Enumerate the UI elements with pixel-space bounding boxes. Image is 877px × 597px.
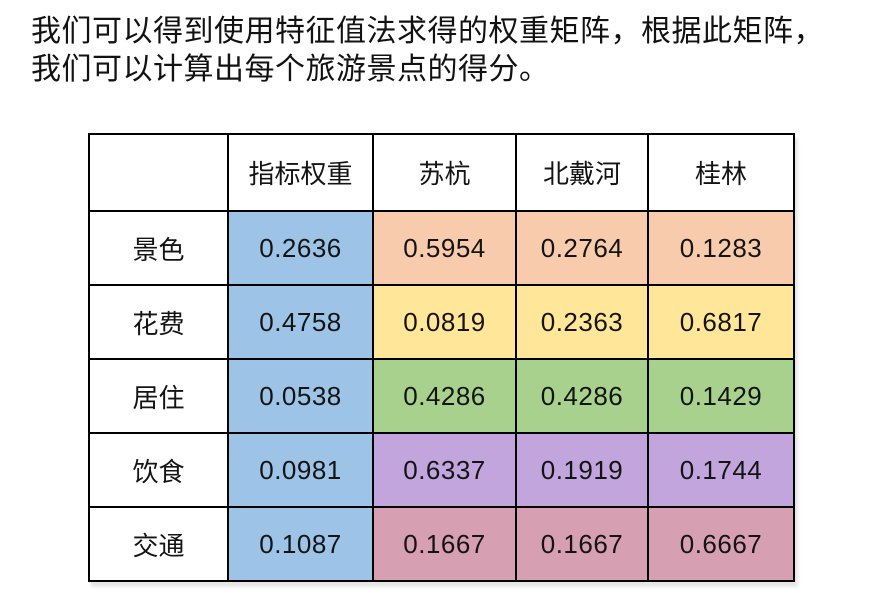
table-row-cost: 花费 0.4758 0.0819 0.2363 0.6817: [88, 284, 795, 360]
table-row-scenery: 景色 0.2636 0.5954 0.2764 0.1283: [88, 210, 795, 286]
row-label: 景色: [88, 210, 229, 286]
table-row-lodging: 居住 0.0538 0.4286 0.4286 0.1429: [88, 358, 795, 434]
cell-weight: 0.2636: [227, 210, 374, 286]
cell-guilin: 0.1283: [647, 210, 795, 286]
cell-suhang: 0.5954: [372, 210, 517, 286]
header-cell-beidaihe: 北戴河: [515, 133, 649, 212]
cell-weight: 0.1087: [227, 506, 374, 582]
intro-line-1: 我们可以得到使用特征值法求得的权重矩阵，根据此矩阵，: [31, 15, 824, 48]
row-label: 交通: [88, 506, 229, 582]
cell-guilin: 0.6817: [647, 284, 795, 360]
table-row-food: 饮食 0.0981 0.6337 0.1919 0.1744: [88, 432, 795, 508]
intro-line-2: 我们可以计算出每个旅游景点的得分。: [31, 53, 550, 86]
row-label: 饮食: [88, 432, 229, 508]
row-label: 花费: [88, 284, 229, 360]
row-label: 居住: [88, 358, 229, 434]
cell-weight: 0.0981: [227, 432, 374, 508]
cell-suhang: 0.1667: [372, 506, 517, 582]
cell-weight: 0.0538: [227, 358, 374, 434]
header-cell-indicator-weight: 指标权重: [227, 133, 374, 212]
table-row-transport: 交通 0.1087 0.1667 0.1667 0.6667: [88, 506, 795, 582]
cell-beidaihe: 0.1919: [515, 432, 649, 508]
header-cell-blank: [88, 133, 229, 212]
header-cell-guilin: 桂林: [647, 133, 795, 212]
table-header-row: 指标权重 苏杭 北戴河 桂林: [88, 133, 795, 212]
cell-guilin: 0.1744: [647, 432, 795, 508]
cell-beidaihe: 0.4286: [515, 358, 649, 434]
weight-matrix-table: 指标权重 苏杭 北戴河 桂林 景色 0.2636 0.5954 0.2764 0…: [88, 133, 795, 582]
cell-weight: 0.4758: [227, 284, 374, 360]
cell-beidaihe: 0.1667: [515, 506, 649, 582]
cell-beidaihe: 0.2764: [515, 210, 649, 286]
cell-guilin: 0.6667: [647, 506, 795, 582]
cell-guilin: 0.1429: [647, 358, 795, 434]
header-cell-suhang: 苏杭: [372, 133, 517, 212]
cell-beidaihe: 0.2363: [515, 284, 649, 360]
cell-suhang: 0.4286: [372, 358, 517, 434]
cell-suhang: 0.0819: [372, 284, 517, 360]
cell-suhang: 0.6337: [372, 432, 517, 508]
intro-paragraph: 我们可以得到使用特征值法求得的权重矩阵，根据此矩阵， 我们可以计算出每个旅游景点…: [31, 13, 861, 89]
